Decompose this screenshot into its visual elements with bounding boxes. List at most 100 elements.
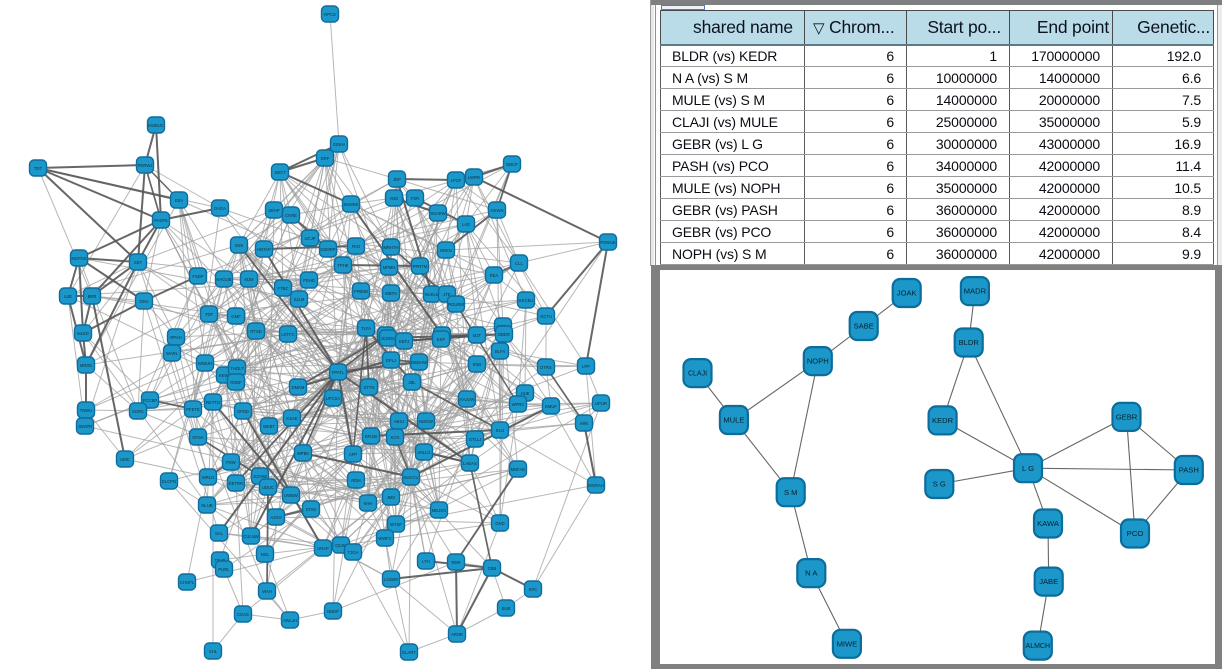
svg-text:RGURM: RGURM [448,302,464,307]
svg-text:ARNR: ARNR [451,632,463,637]
svg-text:REKN: REKN [440,248,452,253]
svg-text:NOPH: NOPH [807,357,829,366]
svg-text:ARK: ARK [580,421,589,426]
svg-text:MRDE: MRDE [80,363,93,368]
svg-text:JWCT: JWCT [274,170,286,175]
svg-text:NNDP: NNDP [327,609,339,614]
svg-text:DTRS: DTRS [540,365,552,370]
svg-text:BFUW: BFUW [365,434,377,439]
svg-text:PSWUK: PSWUK [600,240,616,245]
svg-text:JTE: JTE [443,292,451,297]
svg-text:JCDDU: JCDDU [381,336,395,341]
svg-text:HBTAP: HBTAP [257,247,271,252]
svg-text:HUE: HUE [521,391,530,396]
svg-text:S M: S M [784,488,798,497]
svg-text:EETRR: EETRR [229,481,243,486]
svg-text:GND: GND [495,521,504,526]
svg-text:UPCSA: UPCSA [326,396,341,401]
svg-text:N A: N A [805,569,818,578]
svg-text:RDM: RDM [351,478,361,483]
svg-text:RPCS: RPCS [324,12,336,17]
svg-text:WAH: WAH [262,589,272,594]
svg-text:MJM: MJM [244,277,254,282]
svg-text:DPDD: DPDD [237,409,249,414]
svg-text:DMKM: DMKM [292,385,305,390]
svg-text:PASH: PASH [1179,466,1199,475]
svg-text:LAEAS: LAEAS [463,461,477,466]
svg-text:PCO: PCO [1127,529,1144,538]
svg-text:WWUH: WWUH [198,361,212,366]
svg-text:UMC: UMC [120,457,130,462]
svg-text:MBJSG: MBJSG [432,508,446,513]
svg-text:JBL: JBL [408,380,416,385]
svg-text:TDF: TDF [205,312,214,317]
svg-text:LWRR: LWRR [468,175,480,180]
svg-text:JCFAW: JCFAW [253,474,267,479]
svg-text:JOAK: JOAK [897,289,917,298]
svg-text:SJLM: SJLM [294,297,305,302]
svg-text:UJE: UJE [64,294,72,299]
svg-text:ELCPN: ELCPN [162,479,176,484]
svg-text:KAWA: KAWA [1037,519,1060,528]
svg-text:MADR: MADR [964,287,987,296]
svg-text:MGRAH: MGRAH [588,483,604,488]
svg-text:GCTU: GCTU [540,314,552,319]
svg-text:TLFA: TLFA [361,326,371,331]
svg-text:RETTD: RETTD [206,400,220,405]
svg-text:PDHD: PDHD [303,278,315,283]
svg-text:MIWE: MIWE [837,639,858,648]
svg-text:PADFE: PADFE [154,218,168,223]
svg-text:CHGFL: CHGFL [180,580,195,585]
svg-text:L G: L G [1022,464,1034,473]
svg-text:DBDR: DBDR [498,332,510,337]
svg-text:FSR: FSR [411,196,419,201]
svg-text:CDAS: CDAS [237,612,249,617]
svg-text:URAP: URAP [317,546,329,551]
svg-text:WPRC: WPRC [512,402,525,407]
svg-text:MULE: MULE [723,416,744,425]
svg-text:STTN: STTN [364,385,375,390]
svg-text:FTBC: FTBC [278,286,289,291]
svg-text:MRHTH: MRHTH [383,245,398,250]
svg-text:AJGH: AJGH [270,515,281,520]
svg-text:RPAH: RPAH [170,335,181,340]
svg-text:EPLJ: EPLJ [386,358,396,363]
svg-text:GMF: GMF [231,314,241,319]
svg-text:BRR: BRR [88,294,97,299]
svg-text:ABSJ: ABSJ [394,419,404,424]
svg-text:LPP: LPP [582,364,590,369]
svg-text:NGL: NGL [261,552,270,557]
svg-text:KND: KND [473,362,482,367]
svg-text:UWBW: UWBW [284,493,298,498]
svg-text:SABE: SABE [854,322,874,331]
svg-text:NUCCU: NUCCU [403,475,418,480]
svg-text:BLFA: BLFA [495,349,505,354]
svg-text:KEFJ: KEFJ [399,339,409,344]
svg-text:REA: REA [490,273,499,278]
svg-text:SHL: SHL [209,649,218,654]
svg-text:SGRC: SGRC [132,409,144,414]
svg-text:TJGA: TJGA [348,550,359,555]
svg-text:MJT: MJT [473,333,482,338]
svg-text:FPBNB: FPBNB [354,289,368,294]
svg-text:NLUB: NLUB [201,503,212,508]
svg-text:PSW: PSW [226,460,236,465]
svg-text:THDLT: THDLT [230,366,244,371]
svg-text:GKCBU: GKCBU [519,298,534,303]
svg-text:KSAE: KSAE [286,416,297,421]
svg-text:UDUC: UDUC [262,485,274,490]
svg-text:WBTK: WBTK [385,291,397,296]
svg-text:PPRTM: PPRTM [413,264,428,269]
svg-text:SKMNK: SKMNK [344,202,359,207]
svg-text:KKWE: KKWE [219,373,232,378]
svg-text:TDT: TDT [34,166,43,171]
svg-text:MPMH: MPMH [383,265,396,270]
svg-text:HAJUW: HAJUW [460,397,475,402]
svg-text:UPUR: UPUR [595,401,607,406]
svg-text:GKWN: GKWN [490,208,503,213]
svg-text:SNS: SNS [235,243,244,248]
svg-text:PFETE: PFETE [186,407,200,412]
svg-text:MNFAD: MNFAD [511,467,526,472]
svg-text:SEF: SEF [134,260,143,265]
svg-text:STAD: STAD [306,507,317,512]
